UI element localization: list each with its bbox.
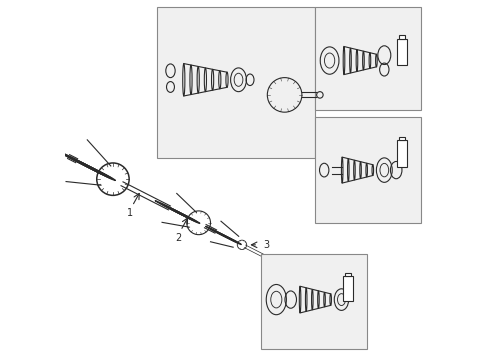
- Text: 1: 1: [127, 208, 133, 218]
- Bar: [261, 254, 368, 349]
- Text: 4: 4: [316, 207, 322, 217]
- Bar: [343, 276, 353, 301]
- Bar: [315, 7, 421, 110]
- Bar: [396, 39, 407, 64]
- Text: 5: 5: [159, 14, 165, 24]
- Bar: [396, 140, 407, 167]
- Bar: [344, 273, 351, 276]
- Text: 3: 3: [264, 240, 270, 250]
- Bar: [315, 117, 421, 223]
- Text: 6: 6: [316, 14, 322, 24]
- Bar: [157, 7, 315, 158]
- Text: 2: 2: [175, 233, 182, 243]
- Text: 7: 7: [263, 261, 269, 271]
- Bar: [398, 137, 405, 140]
- Bar: [398, 36, 405, 39]
